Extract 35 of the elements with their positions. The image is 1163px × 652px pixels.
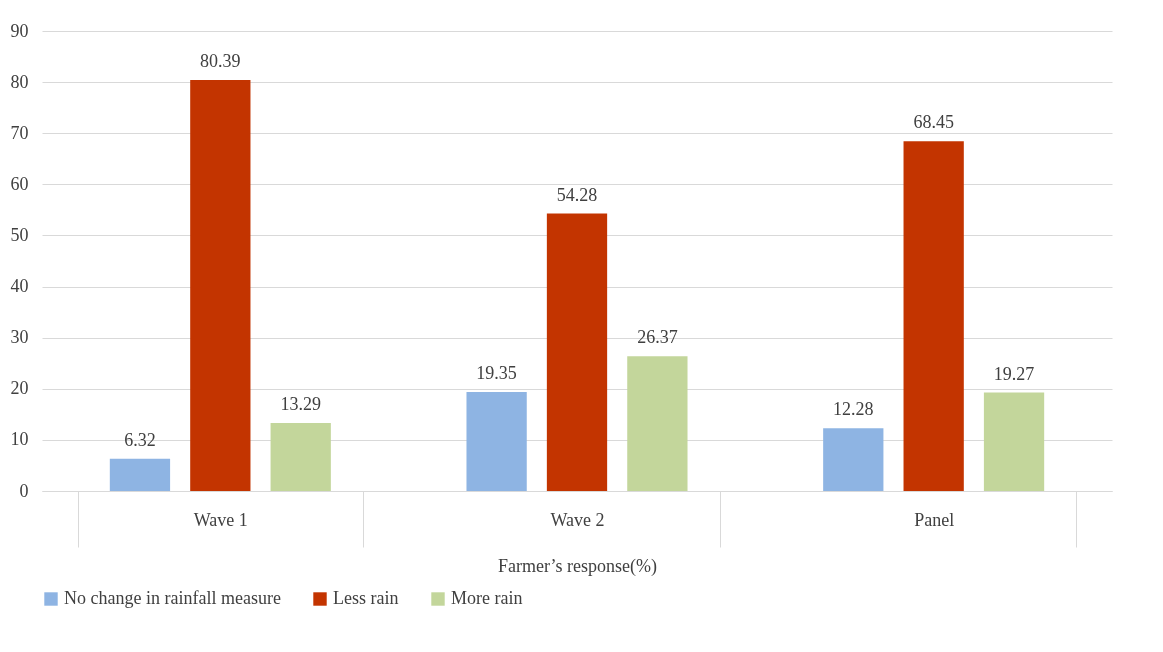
bar	[270, 423, 331, 491]
bar	[823, 428, 884, 491]
bar	[983, 392, 1045, 491]
data-label: 68.45	[913, 112, 954, 133]
data-label: 54.28	[556, 184, 598, 205]
legend-label: More rain	[451, 588, 523, 608]
y-tick-label: 10	[10, 429, 29, 450]
bar	[109, 458, 171, 491]
y-tick-label: 40	[10, 276, 29, 297]
x-tick-label: Wave 1	[193, 509, 248, 530]
data-label: 12.28	[833, 399, 874, 420]
legend-label: Less rain	[333, 588, 399, 608]
y-tick-label: 70	[10, 122, 29, 143]
legend-label: No change in rainfall measure	[64, 588, 281, 608]
bar	[466, 392, 527, 491]
data-label: 13.29	[280, 394, 321, 415]
y-tick-label: 60	[10, 173, 29, 194]
bar	[190, 80, 251, 491]
data-label: 80.39	[200, 51, 241, 72]
y-tick-label: 30	[10, 327, 29, 348]
bar	[546, 213, 608, 491]
x-tick-label: Panel	[914, 509, 955, 530]
y-tick-label: 50	[10, 224, 29, 245]
bar	[903, 141, 964, 491]
bar	[627, 356, 688, 491]
x-axis-title: Farmer’s response(%)	[497, 556, 658, 577]
y-tick-label: 90	[10, 20, 29, 41]
x-tick-label: Wave 2	[550, 509, 605, 530]
data-label: 6.32	[124, 429, 156, 450]
y-tick-label: 80	[10, 71, 29, 92]
data-label: 19.27	[993, 363, 1035, 384]
data-label: 26.37	[637, 327, 678, 348]
y-tick-label: 0	[19, 480, 29, 501]
data-label: 19.35	[476, 363, 517, 384]
y-tick-label: 20	[10, 378, 29, 399]
